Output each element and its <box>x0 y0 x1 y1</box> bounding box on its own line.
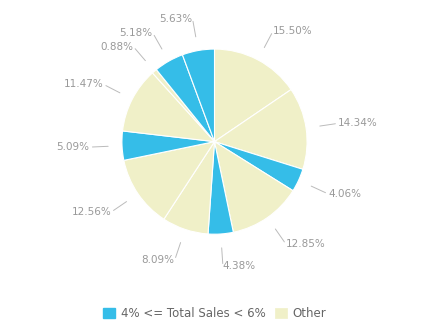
Text: 12.56%: 12.56% <box>72 207 111 217</box>
Text: 5.09%: 5.09% <box>57 142 90 152</box>
Wedge shape <box>182 49 214 142</box>
Legend: 4% <= Total Sales < 6%, Other: 4% <= Total Sales < 6%, Other <box>98 302 331 322</box>
Text: 5.63%: 5.63% <box>160 14 193 24</box>
Text: 4.06%: 4.06% <box>328 189 361 199</box>
Wedge shape <box>152 70 214 142</box>
Text: 0.88%: 0.88% <box>100 42 133 52</box>
Wedge shape <box>124 142 214 219</box>
Text: 8.09%: 8.09% <box>142 255 175 265</box>
Text: 5.18%: 5.18% <box>120 28 153 38</box>
Wedge shape <box>208 142 233 234</box>
Text: 15.50%: 15.50% <box>273 26 313 36</box>
Wedge shape <box>214 142 303 191</box>
Wedge shape <box>214 142 293 232</box>
Wedge shape <box>122 131 214 160</box>
Text: 14.34%: 14.34% <box>338 118 378 128</box>
Wedge shape <box>123 73 214 142</box>
Wedge shape <box>164 142 214 234</box>
Text: 12.85%: 12.85% <box>286 239 326 249</box>
Wedge shape <box>156 55 214 142</box>
Text: 11.47%: 11.47% <box>63 79 103 89</box>
Text: 4.38%: 4.38% <box>223 261 256 271</box>
Wedge shape <box>214 90 307 169</box>
Wedge shape <box>214 49 291 142</box>
